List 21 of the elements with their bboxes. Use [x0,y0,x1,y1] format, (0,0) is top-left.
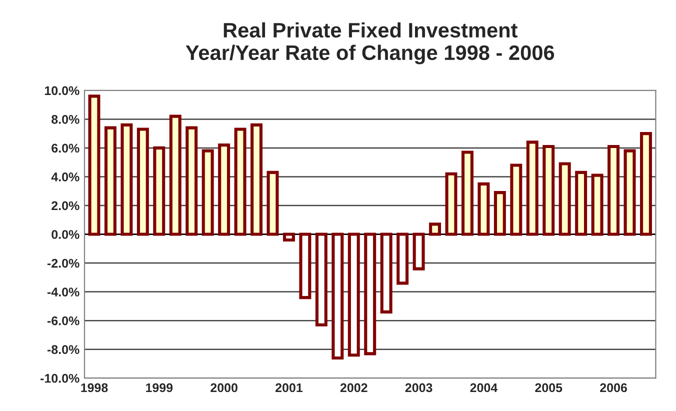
x-tick-label: 2001 [276,383,303,392]
y-tick-label: 4.0% [51,172,80,182]
y-tick-label: 6.0% [52,144,80,153]
x-tick-label: 1999 [146,383,173,392]
y-tick-label: 8.0% [52,114,80,124]
y-tick-label: 10.0% [44,86,80,96]
x-tick-label: 2005 [535,383,562,392]
y-tick-label: -6.0% [47,316,80,326]
y-tick-label: 2.0% [52,201,80,210]
y-tick-label: -4.0% [47,288,80,296]
x-tick-label: 2000 [210,383,238,392]
x-tick-label: 2003 [405,383,432,392]
x-tick-label: 2004 [470,383,498,392]
y-tick-label: -2.0% [47,258,80,268]
chart-title: Real Private Fixed Investment Year/Year Rate of Change 1998 - 2006 [186,22,554,64]
x-tick-label: 2002 [340,383,368,392]
x-tick-label: 2006 [600,383,627,392]
x-tick-label: 1998 [81,383,108,392]
y-tick-label: -10.0% [40,374,80,383]
y-tick-label: 0.0% [52,230,80,239]
y-tick-label: -8.0% [47,345,80,354]
